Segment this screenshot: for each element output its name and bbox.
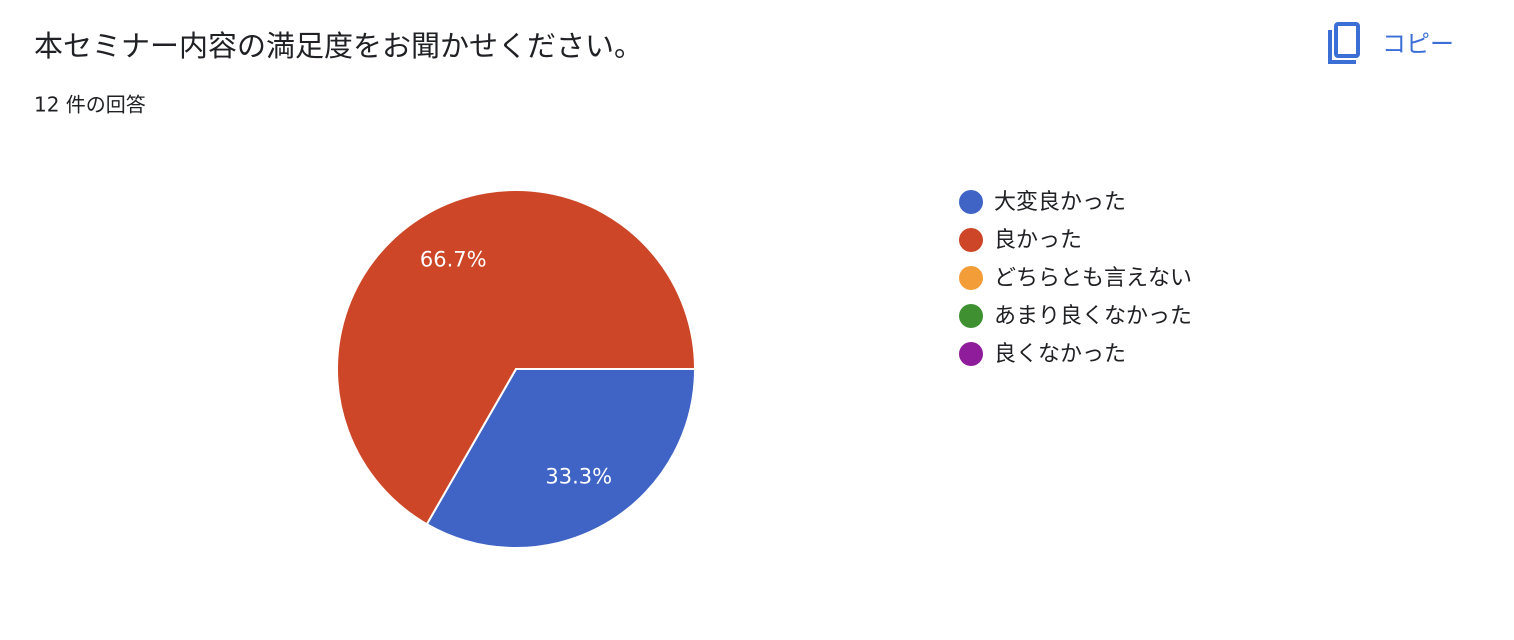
copy-label: コピー — [1382, 30, 1454, 58]
legend-swatch — [959, 266, 983, 290]
pie-slice — [336, 189, 697, 526]
legend-label: 良かった — [994, 228, 1082, 253]
legend-label: あまり良くなかった — [994, 304, 1192, 329]
slice-label: 33.3% — [545, 464, 612, 488]
copy-icon — [1328, 30, 1356, 64]
response-count: 12 件の回答 — [34, 93, 146, 117]
pie-slice — [425, 368, 697, 549]
legend-swatch — [959, 304, 983, 328]
legend-label: 良くなかった — [994, 342, 1126, 367]
legend-swatch — [959, 228, 983, 252]
legend-swatch — [959, 342, 983, 366]
copy-button[interactable]: コピー — [1328, 22, 1454, 64]
copy-icon — [1334, 22, 1360, 58]
slice-label: 66.7% — [420, 248, 487, 272]
legend-swatch — [959, 190, 983, 214]
legend-label: 大変良かった — [994, 190, 1126, 215]
legend-label: どちらとも言えない — [994, 266, 1192, 291]
chart-title: 本セミナー内容の満足度をお聞かせください。 — [34, 29, 643, 63]
